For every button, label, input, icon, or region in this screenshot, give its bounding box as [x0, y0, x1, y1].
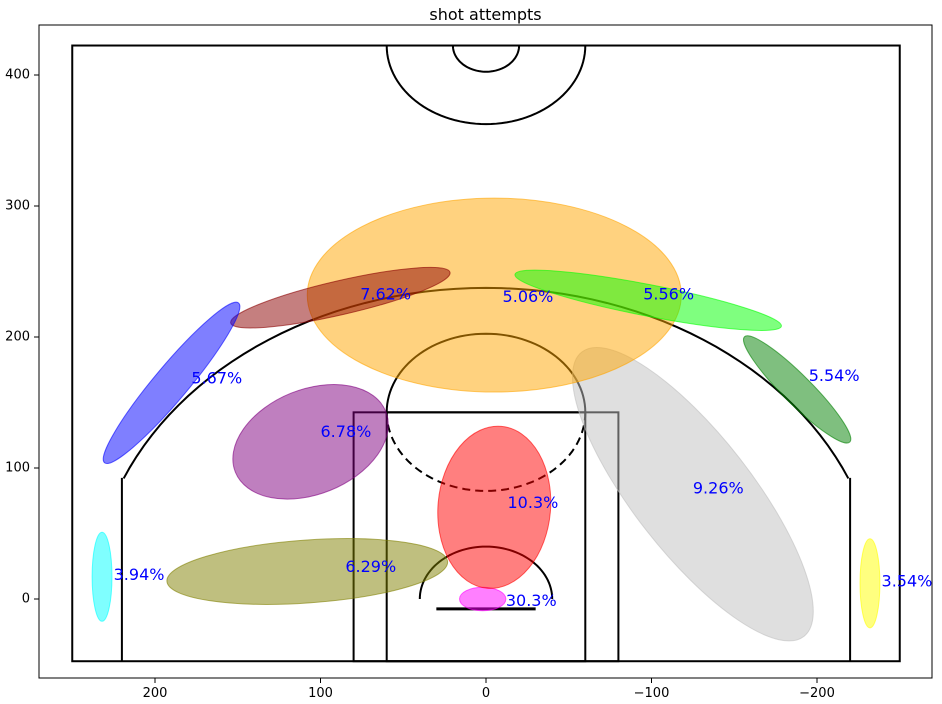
zone-label-5: 5.06% [503, 287, 554, 306]
zone-ellipse-1 [437, 425, 552, 589]
court-lines [71, 44, 901, 663]
zone-label-0: 30.3% [506, 591, 557, 610]
zone-label-11: 3.54% [882, 571, 933, 590]
x-tick-label-4: −200 [799, 686, 835, 701]
zone-ellipse-11 [859, 538, 881, 629]
paint-inner-box [385, 411, 587, 663]
zone-label-7: 5.56% [643, 285, 694, 304]
zone-label-8: 5.67% [191, 368, 242, 387]
y-tick-label-3: 300 [5, 199, 30, 214]
y-tick-label-2: 200 [5, 330, 30, 345]
x-axis: 200 100 0 −100 −200 [143, 678, 835, 701]
zone-label-9: 5.54% [809, 366, 860, 385]
y-tick-label-4: 400 [5, 68, 30, 83]
center-circle-inner [451, 45, 521, 73]
zone-label-6: 7.62% [360, 285, 411, 304]
zone-label-1: 10.3% [508, 493, 559, 512]
zone-ellipses [91, 197, 881, 642]
free-throw-arc-bottom [385, 412, 587, 492]
x-tick-label-3: −100 [634, 686, 670, 701]
zone-label-4: 9.26% [693, 478, 744, 497]
zone-ellipse-0 [459, 586, 507, 612]
zone-ellipse-7 [514, 269, 782, 331]
y-axis: 0 100 200 300 400 [5, 68, 39, 607]
zone-ellipse-10 [91, 531, 113, 622]
x-tick-label-2: 0 [482, 686, 490, 701]
zone-labels: 30.3% 10.3% 6.29% 6.78% 9.26% 5.06% 7.62% 5.56%… [114, 285, 933, 611]
zone-label-3: 6.78% [321, 422, 372, 441]
zone-ellipse-2 [166, 538, 449, 605]
y-tick-label-0: 0 [22, 592, 30, 607]
y-tick-label-1: 100 [5, 461, 30, 476]
center-circle-outer [385, 45, 587, 126]
zone-label-2: 6.29% [345, 557, 396, 576]
chart-title: shot attempts [429, 5, 541, 24]
zone-ellipse-3 [232, 383, 389, 500]
x-tick-label-1: 100 [308, 686, 333, 701]
zone-ellipse-9 [743, 335, 852, 444]
zone-label-10: 3.94% [114, 565, 165, 584]
zone-ellipse-8 [102, 301, 241, 464]
x-tick-label-0: 200 [143, 686, 168, 701]
